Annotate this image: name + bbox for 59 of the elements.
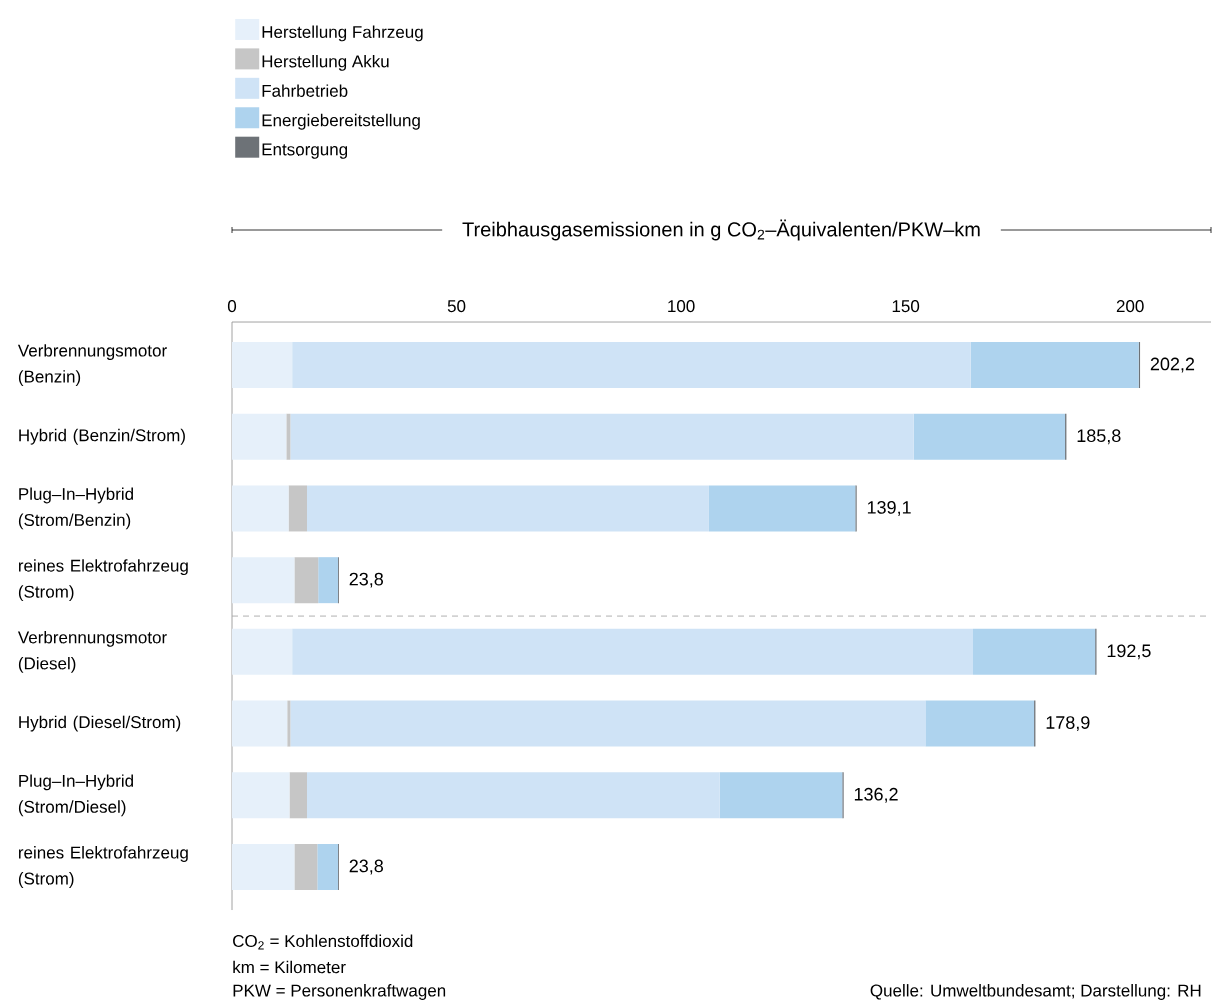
text: PKW = Personenkraftwagen <box>233 984 446 1000</box>
bar <box>287 700 291 747</box>
x-tick-label: 150 <box>892 300 920 313</box>
bar <box>719 772 843 819</box>
x-axis-title: Treibhausgasemissionen in g CO$_{2}$–Äquivalenten/PKW–km <box>462 219 980 241</box>
bar <box>925 700 1035 747</box>
bar <box>294 557 319 604</box>
bar <box>292 628 973 675</box>
y-tick-label: reines Elektrofahrzeug (Strom) <box>18 846 188 888</box>
total-label: 23,8 <box>349 572 384 588</box>
bar <box>913 413 1066 460</box>
bar <box>972 628 1096 675</box>
y-tick-label: Plug–In–Hybrid (Strom/Diesel) <box>18 774 133 817</box>
bar <box>292 342 971 389</box>
bar <box>232 485 289 532</box>
legend-label: Herstellung Akku <box>262 54 389 71</box>
bar <box>708 485 856 532</box>
x-tick-label: 100 <box>668 300 695 313</box>
total-label: 139,1 <box>867 501 911 516</box>
bar <box>232 342 293 389</box>
total-label: 192,5 <box>1107 644 1151 660</box>
source-note: Quelle: Umweltbundesamt; Darstellung: RH <box>870 984 1201 1000</box>
legend-label: Fahrbetrieb <box>262 84 348 97</box>
bar <box>232 628 293 675</box>
legend-label: Herstellung Fahrzeug <box>262 25 423 42</box>
total-label: 23,8 <box>349 859 384 875</box>
bar <box>289 772 307 819</box>
bar <box>290 413 914 460</box>
y-tick-label: Hybrid (Diesel/Strom) <box>19 715 181 732</box>
text: CO$_{2}$ = Kohlenstoffdioxid <box>233 934 413 950</box>
y-tick-label: Plug–In–Hybrid (Strom/Benzin) <box>18 487 133 530</box>
bar <box>317 844 338 890</box>
x-tick-label: 50 <box>447 300 466 313</box>
bar <box>232 413 287 460</box>
x-tick-label: 0 <box>227 300 237 313</box>
y-tick-label: Verbrennungsmotor (Benzin) <box>17 344 167 386</box>
x-tick-label: 200 <box>1116 300 1144 313</box>
bar <box>232 700 288 747</box>
bar <box>307 772 720 819</box>
bar <box>290 700 926 747</box>
y-tick-label: reines Elektrofahrzeug (Strom) <box>18 559 188 602</box>
bar <box>970 342 1139 389</box>
legend-label: Energiebereitstellung <box>262 113 420 130</box>
bar <box>232 557 295 604</box>
y-tick-label: Verbrennungsmotor (Diesel) <box>17 630 167 673</box>
legend-label: Entsorgung <box>262 143 348 159</box>
y-tick-label: Hybrid (Benzin/Strom) <box>19 428 185 445</box>
total-label: 136,2 <box>854 787 898 803</box>
bar <box>294 844 318 890</box>
bar <box>288 485 307 532</box>
text: km = Kilometer <box>233 960 346 974</box>
bar <box>307 485 709 532</box>
bar <box>232 772 290 819</box>
total-label: 202,2 <box>1150 357 1195 373</box>
total-label: 185,8 <box>1077 429 1121 445</box>
bar <box>232 844 295 890</box>
bar <box>286 413 291 460</box>
total-label: 178,9 <box>1046 716 1090 732</box>
bar <box>318 557 338 604</box>
